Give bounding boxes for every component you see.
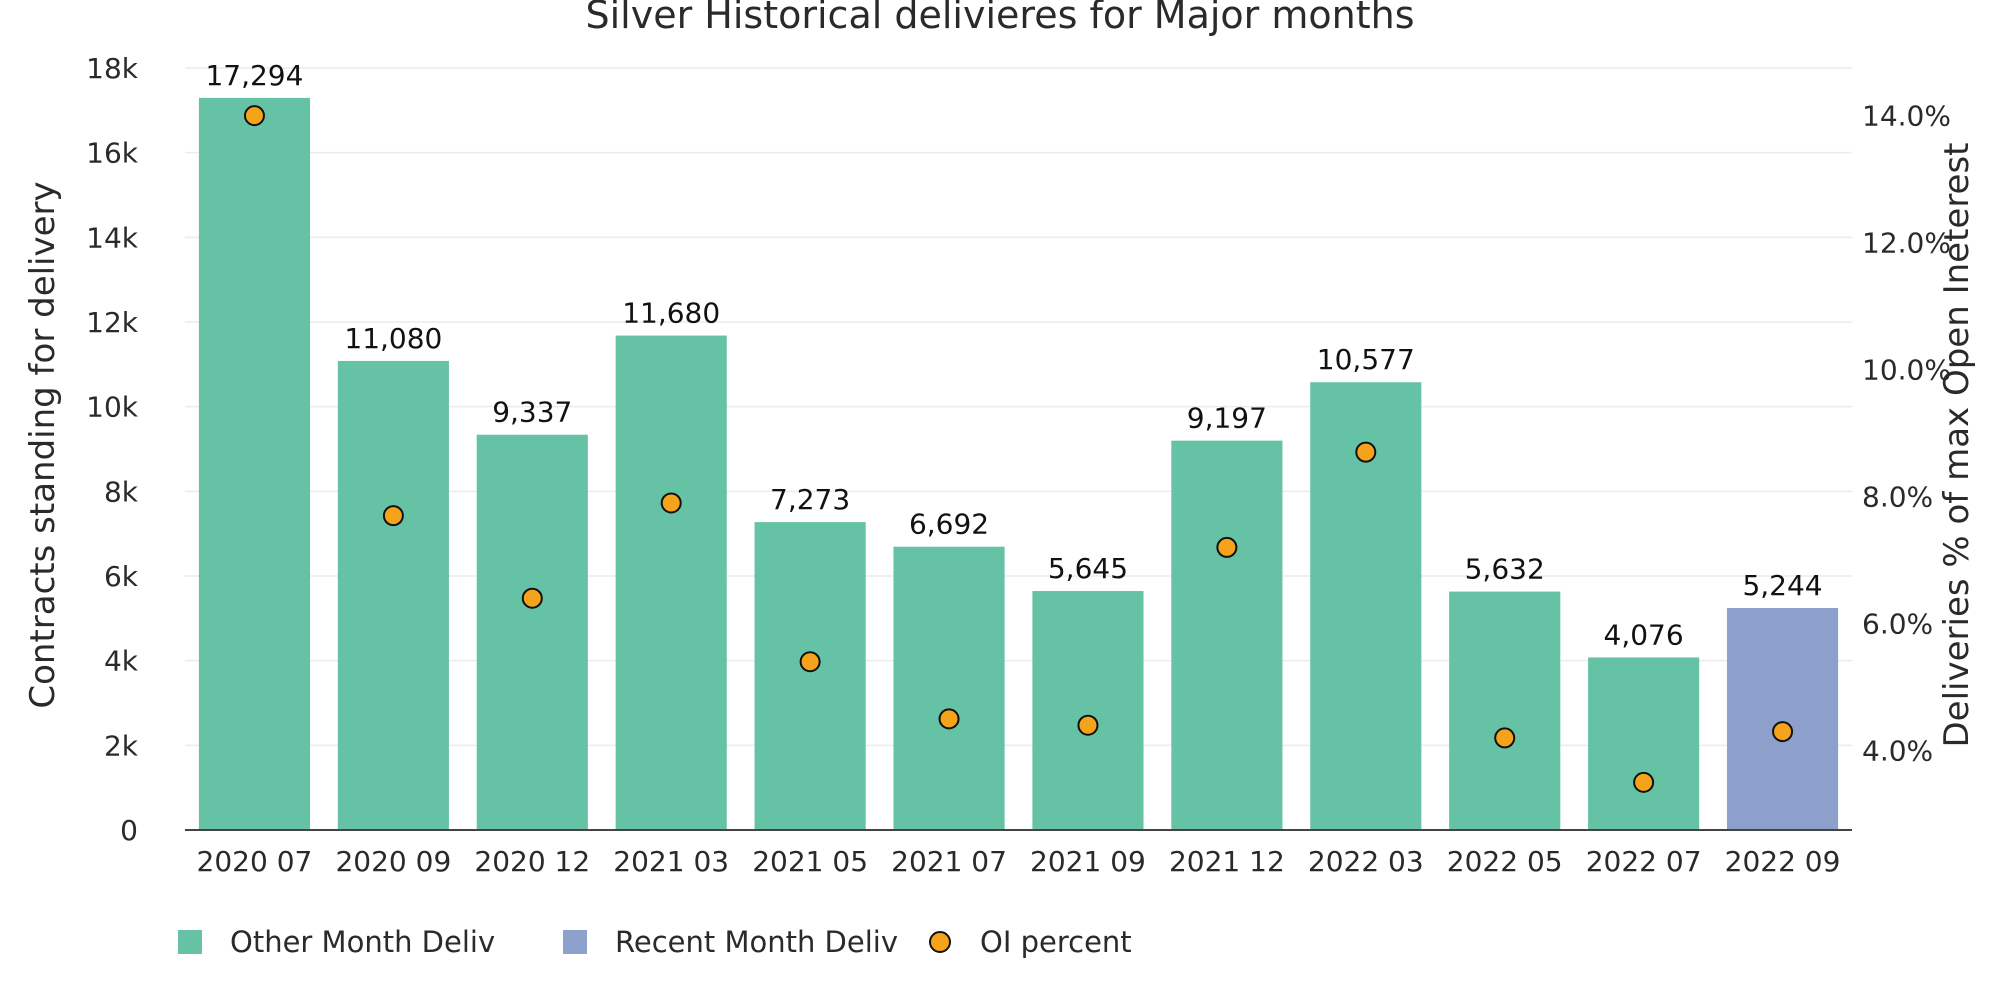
legend-label: Recent Month Deliv [615,925,898,959]
legend-label: Other Month Deliv [230,925,495,959]
x-tick-label: 2022 05 [1447,845,1563,878]
legend: Other Month Deliv Recent Month Deliv OI pe… [178,925,1132,959]
bar-data-label: 10,577 [1317,343,1415,376]
y-tick-label: 18k [86,52,139,85]
y2-tick-label: 6.0% [1862,608,1933,641]
bar [1726,608,1839,830]
oi-point [1494,727,1516,749]
legend-swatch [929,931,951,953]
bar [615,335,727,830]
bar-data-label: 9,337 [492,396,572,429]
bar-labels: 17,294 11,080 9,337 11,680 7,273 6,692 5,645 9,… [205,59,1822,652]
oi-points [243,105,1794,793]
y2-tick-label: 4.0% [1862,735,1933,768]
oi-point [799,651,821,673]
y-tick-label: 14k [86,221,139,254]
x-tick-label: 2020 12 [474,845,590,878]
y-axis-ticks: 0 2k 4k 6k 8k 10k 12k 14k 16k 18k [86,52,139,847]
bar [1449,591,1561,830]
bar [1171,440,1283,830]
bar-data-label: 17,294 [205,59,303,92]
bar-data-label: 4,076 [1604,618,1684,651]
oi-point [243,105,265,127]
x-tick-label: 2022 09 [1725,845,1841,878]
bar [1588,657,1700,830]
bar-data-label: 9,197 [1187,402,1267,435]
x-tick-label: 2021 07 [891,845,1007,878]
y-tick-label: 12k [86,306,139,339]
oi-point [382,505,404,527]
y2-axis-ticks: 4.0% 6.0% 8.0% 10.0% 12.0% 14.0% [1862,100,1951,768]
gridlines [185,67,1852,747]
oi-point [1355,441,1377,463]
y-tick-label: 8k [104,475,139,508]
bar-data-label: 11,680 [622,297,720,330]
legend-swatch [178,930,202,954]
x-tick-label: 2022 07 [1586,845,1702,878]
x-tick-label: 2021 12 [1169,845,1285,878]
bar [198,97,311,831]
oi-point [938,708,960,730]
chart-title: Silver Historical delivieres for Major m… [585,0,1414,37]
y2-tick-label: 14.0% [1862,100,1951,133]
y-tick-label: 10k [86,391,139,424]
bar [1032,591,1144,830]
x-tick-label: 2022 03 [1308,845,1424,878]
y-tick-label: 6k [104,560,139,593]
bar-data-label: 11,080 [344,322,442,355]
y-axis-title: Contracts standing for delivery [23,181,63,708]
y-tick-label: 0 [120,814,138,847]
y-tick-label: 4k [104,645,139,678]
bar [893,546,1005,830]
x-tick-label: 2021 03 [613,845,729,878]
x-tick-label: 2021 05 [752,845,868,878]
bars [198,97,1839,831]
oi-point [1633,771,1655,793]
bar-data-label: 6,692 [909,508,989,541]
bar [754,522,866,830]
bar-data-label: 5,632 [1465,553,1545,586]
legend-label: OI percent [980,925,1132,959]
y-tick-label: 16k [86,137,139,170]
oi-point [660,492,682,514]
oi-point [1216,536,1238,558]
x-axis-ticks: 2020 07 2020 09 2020 12 2021 03 2021 05 2021 … [197,845,1841,878]
y2-axis-title: Deliveries % of max Open Ineterest [1937,142,1977,747]
x-tick-label: 2020 09 [335,845,451,878]
oi-point [1772,721,1794,743]
oi-point [521,587,543,609]
y2-tick-label: 10.0% [1862,354,1951,387]
y-tick-label: 2k [104,729,139,762]
x-tick-label: 2020 07 [197,845,313,878]
bar-data-label: 5,645 [1048,552,1128,585]
legend-swatch [563,930,587,954]
bar-data-label: 5,244 [1742,569,1822,602]
bar [337,360,449,830]
bar-data-label: 7,273 [770,483,850,516]
oi-point [1077,714,1099,736]
bar [476,434,588,830]
y2-tick-label: 12.0% [1862,227,1951,260]
x-tick-label: 2021 09 [1030,845,1146,878]
y2-tick-label: 8.0% [1862,481,1933,514]
